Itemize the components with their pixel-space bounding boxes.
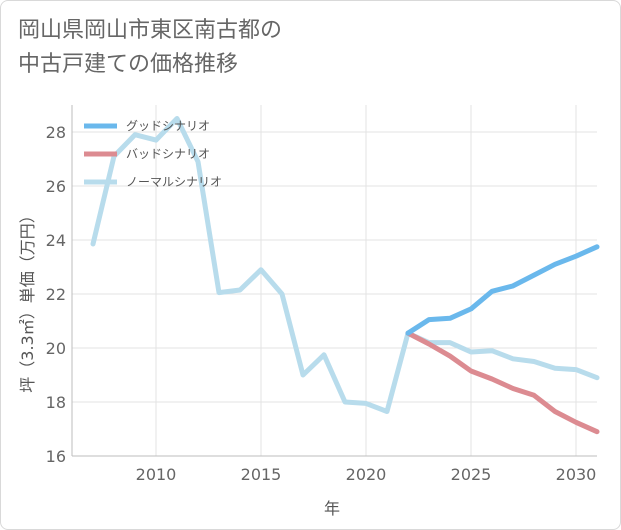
legend-label-bad: バッドシナリオ	[126, 147, 210, 161]
y-tick-label-26: 26	[46, 177, 66, 196]
legend-label-good: グッドシナリオ	[126, 119, 210, 133]
y-axis-title: 坪（3.3㎡）単価（万円）	[18, 207, 37, 392]
y-tick-label-22: 22	[46, 285, 66, 304]
x-tick-label-2030: 2030	[556, 465, 597, 484]
y-tick-label-20: 20	[46, 339, 66, 358]
x-axis-title: 年	[324, 499, 340, 518]
x-tick-label-2020: 2020	[346, 465, 387, 484]
y-tick-label-24: 24	[46, 231, 66, 250]
chart-title: 岡山県岡山市東区南古都の 中古戸建ての価格推移	[18, 14, 282, 82]
series-line-good	[405, 244, 600, 336]
x-tick-label-2025: 2025	[451, 465, 492, 484]
title-line-1: 岡山県岡山市東区南古都の	[18, 18, 283, 43]
axes	[71, 105, 597, 457]
series-lines	[90, 116, 600, 435]
tick-labels: 16 18 20 22 24 26 28 2010 2015 2020 2025 2030	[46, 123, 597, 484]
y-tick-label-28: 28	[46, 123, 66, 142]
series-line-normal	[90, 116, 600, 414]
x-tick-label-2010: 2010	[136, 465, 177, 484]
x-tick-label-2015: 2015	[241, 465, 282, 484]
y-tick-label-16: 16	[46, 447, 66, 466]
legend-label-normal: ノーマルシナリオ	[126, 175, 222, 189]
title-line-2: 中古戸建ての価格推移	[18, 52, 239, 77]
series-line-bad	[405, 330, 600, 435]
y-tick-label-18: 18	[46, 393, 66, 412]
